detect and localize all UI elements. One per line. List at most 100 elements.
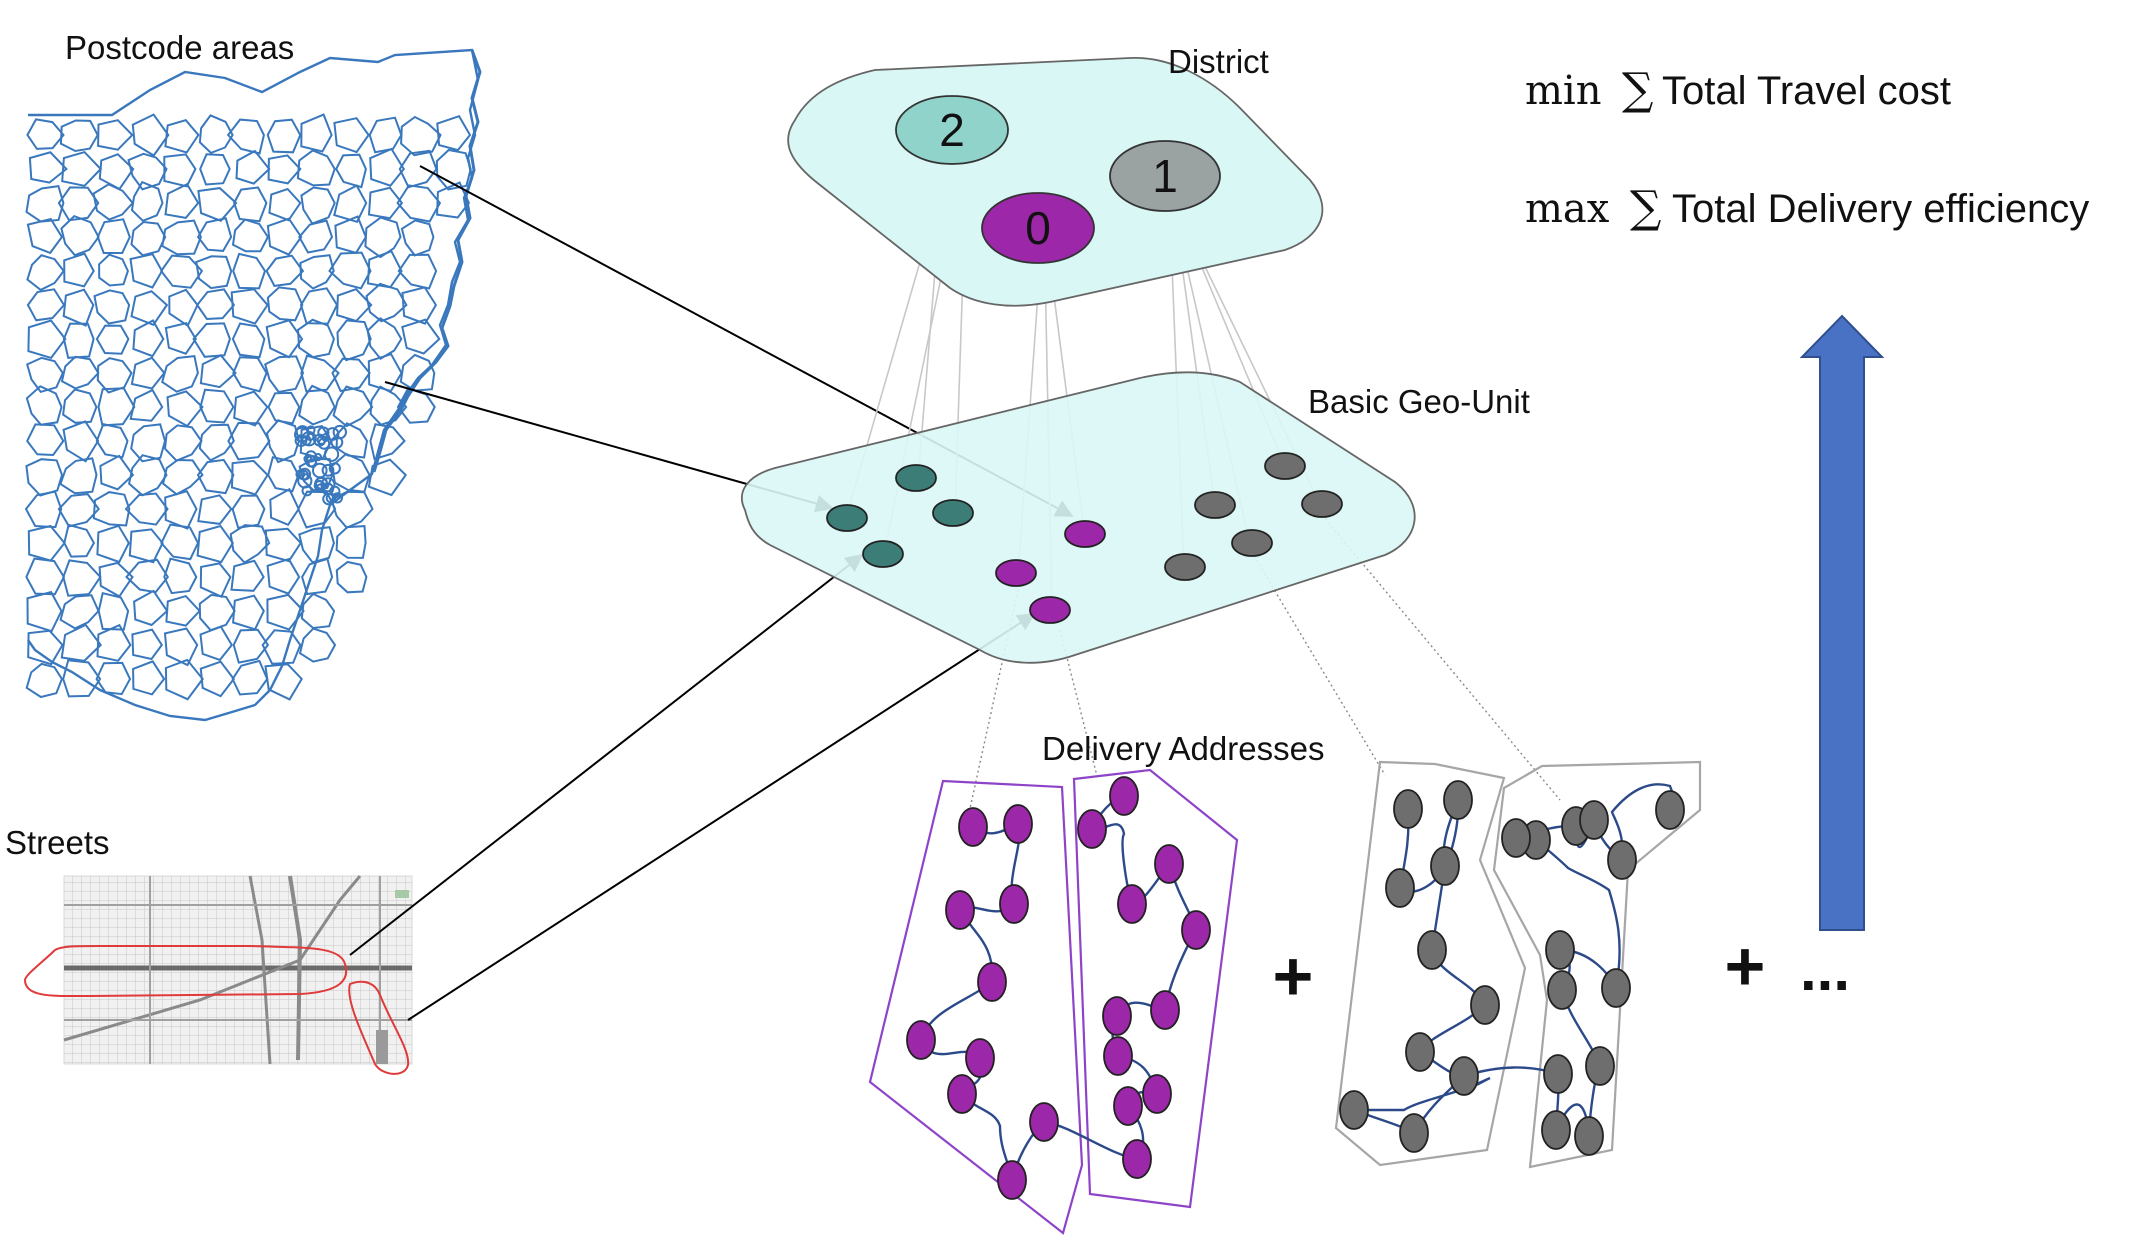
postcode-area (397, 253, 438, 290)
postcode-area (265, 419, 301, 464)
postcode-area (301, 557, 334, 596)
postcode-areas-label: Postcode areas (65, 29, 294, 66)
district-node-0: 0 (981, 192, 1095, 264)
min-sum-symbol: ∑ (1622, 64, 1653, 115)
min-objective-text: Total Travel cost (1662, 69, 1951, 113)
postcode-area (96, 357, 133, 394)
address-node (965, 1038, 995, 1078)
postcode-area (233, 390, 269, 427)
postcode-area (365, 282, 408, 323)
postcode-area (96, 218, 131, 254)
postcode-area (335, 525, 367, 559)
geounit-node (826, 504, 868, 532)
postcode-area (436, 181, 471, 219)
district-plane: District 2 1 0 (787, 43, 1324, 307)
postcode-area (161, 219, 202, 256)
postcode-area (25, 557, 66, 596)
postcode-area (366, 249, 403, 289)
district-node-1-label: 1 (1152, 150, 1178, 202)
postcode-area (226, 118, 265, 155)
postcode-area (336, 319, 372, 362)
postcode-area (26, 118, 65, 150)
postcode-area (296, 318, 335, 359)
postcode-area (161, 355, 199, 393)
geounit-node (995, 559, 1037, 587)
postcode-area (264, 527, 302, 563)
address-node (999, 884, 1029, 924)
postcode-area (267, 154, 302, 185)
purple-address-nodes (906, 776, 1211, 1200)
postcode-area (96, 623, 132, 662)
postcode-area (24, 490, 63, 529)
postcode-area (95, 423, 129, 459)
postcode-area (59, 119, 99, 153)
postcode-area (298, 384, 336, 426)
address-node (1545, 930, 1575, 970)
geounit-node (1164, 553, 1206, 581)
postcode-area (199, 153, 231, 186)
address-node (1547, 970, 1577, 1010)
postcode-area (300, 186, 336, 225)
postcode-area (231, 218, 270, 253)
postcode-area (60, 355, 100, 390)
postcode-area (163, 424, 203, 462)
address-node (1113, 1086, 1143, 1126)
postcode-area (28, 151, 68, 184)
delivery-addresses: Delivery Addresses (868, 730, 1850, 1235)
postcode-area (335, 422, 369, 459)
postcode-area (199, 625, 234, 662)
postcode-area (26, 590, 63, 633)
postcode-area (195, 288, 236, 321)
postcode-area (199, 562, 232, 599)
address-node (958, 807, 988, 847)
postcode-area (26, 423, 65, 457)
address-node (1150, 990, 1180, 1030)
postcode-area (130, 356, 166, 390)
geounit-node (1194, 491, 1236, 519)
postcode-area (321, 463, 335, 477)
postcode-area (299, 254, 335, 290)
postcode-area (400, 115, 442, 157)
postcode-area (133, 589, 169, 627)
postcode-area (165, 594, 201, 627)
geounit-node (1029, 596, 1071, 624)
postcode-area (95, 324, 130, 355)
postcode-area (232, 594, 265, 631)
postcode-area (300, 113, 333, 153)
postcode-area (232, 628, 270, 664)
postcode-area (131, 113, 170, 157)
postcode-area (59, 594, 100, 630)
postcode-area (25, 662, 64, 699)
postcode-area (92, 491, 131, 527)
postcode-area (335, 560, 368, 594)
postcode-area (264, 355, 305, 394)
postcode-area (230, 288, 269, 325)
postcode-area (59, 457, 98, 495)
geounit-node (862, 540, 904, 568)
plus-sign-2: + (1725, 927, 1766, 1005)
postcode-area (196, 524, 234, 564)
address-node (1655, 790, 1685, 830)
purple-cluster-outline-1 (868, 779, 1084, 1235)
delivery-addresses-label: Delivery Addresses (1042, 730, 1324, 767)
street-highlight-vertical (348, 980, 410, 1075)
postcode-area (313, 433, 327, 447)
postcode-area (199, 388, 235, 424)
address-node (947, 1074, 977, 1114)
postcode-area (98, 253, 129, 287)
postcode-area (333, 184, 368, 223)
geounit-teal-nodes (826, 464, 974, 568)
postcode-area (199, 354, 237, 389)
postcode-area (164, 119, 200, 154)
postcode-area (27, 319, 67, 360)
geounit-node (1231, 529, 1273, 557)
postcode-area (128, 528, 164, 564)
district-plane-shape (787, 57, 1324, 307)
postcode-area (328, 462, 341, 475)
postcode-area (130, 180, 164, 222)
max-operator: max (1525, 186, 1610, 232)
address-node (1109, 776, 1139, 816)
address-node (1103, 1036, 1133, 1076)
postcode-area (230, 459, 269, 496)
postcode-area (332, 385, 374, 428)
